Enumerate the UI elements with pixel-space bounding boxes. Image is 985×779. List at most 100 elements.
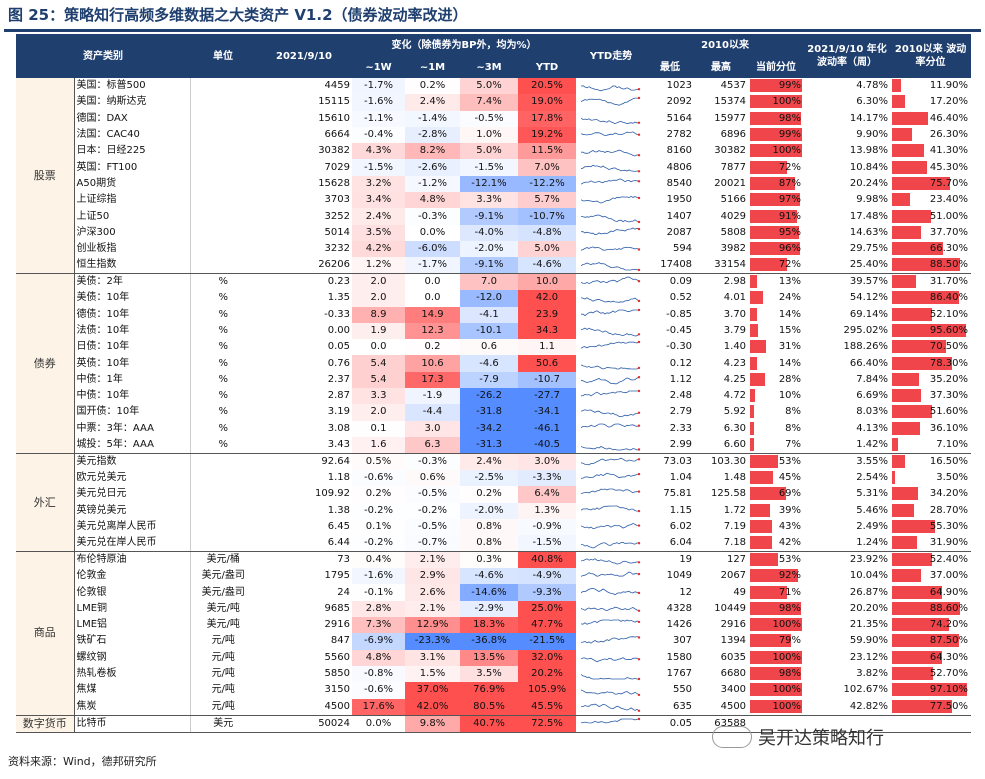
current-percentile: 53% (748, 552, 804, 569)
change-cell: 3.0% (518, 453, 577, 470)
asset-name: 英国：FT100 (74, 159, 191, 176)
ytd-sparkline (581, 276, 641, 285)
table-row: LME铝 美元/吨 2916 7.3% 12.9% 18.3% 47.7% 1426 2916 1… (16, 617, 971, 634)
high-2010: 20021 (714, 177, 747, 189)
latest-value: 1795 (324, 570, 350, 582)
low-2010: 550 (672, 684, 693, 696)
unit (190, 94, 256, 110)
ytd-sparkline (581, 606, 641, 612)
vol-percentile: 16.50% (890, 453, 971, 470)
percentile-bar (892, 650, 942, 664)
low-2010: 1580 (666, 651, 693, 663)
table-row: 美元兑离岸人民币 6.45 0.1% -0.5% 0.8% -0.9% 6.02 7.19 43… (16, 518, 971, 536)
asset-name: 英债：10年 (74, 355, 191, 372)
percentile-bar (750, 683, 803, 697)
percentile-bar (892, 291, 959, 305)
latest-value: -0.33 (324, 308, 350, 320)
change-cell: -1.5% (352, 159, 405, 176)
change-cell: 20.2% (518, 665, 577, 683)
current-percentile: 42% (748, 535, 805, 553)
change-cell: 17.8% (518, 110, 577, 127)
percentile-bar (750, 291, 763, 305)
latest-value: 3150 (324, 684, 350, 696)
change-cell: -10.7% (518, 208, 577, 225)
asset-name: 中票：3年：AAA (74, 420, 191, 437)
current-percentile: 95% (748, 225, 804, 241)
vol-percentile: 3.50% (890, 470, 971, 486)
ytd-sparkline (581, 375, 641, 385)
ytd-trend-cell (576, 486, 646, 502)
annual-vol (804, 715, 891, 733)
unit: % (218, 292, 228, 304)
low-2010: 1950 (666, 194, 693, 206)
percentile-bar (750, 160, 788, 174)
percentile-bar (750, 454, 778, 468)
change-cell: -0.2% (352, 535, 405, 553)
latest-value: 0.00 (327, 325, 350, 336)
change-cell: 40.7% (460, 715, 518, 733)
percentile-value: 98% (778, 112, 802, 124)
table-row: 债券 美债：2年% 0.23 2.0 0.0 7.0 10.0 0.09 2.98 13% 39.5… (16, 273, 971, 454)
change-cell: -0.3% (405, 453, 460, 470)
annual-vol: 17.48% (849, 210, 889, 222)
annual-vol: 1.42% (804, 436, 891, 454)
percentile-bar (892, 160, 927, 174)
percentile-value: 14% (778, 308, 802, 320)
table-row: 英国：FT100 7029 -1.5% -2.6% -1.5% 7.0% 4806 7877 7… (16, 159, 971, 176)
change-cell: 8.2% (405, 143, 460, 160)
unit (190, 503, 256, 519)
asset-name: 中债：10年 (74, 388, 191, 405)
ytd-sparkline (581, 656, 641, 663)
ytd-trend-cell (576, 372, 646, 388)
table-row: 股票 美国：标普500 4459 -1.7% 0.2% 5.0% 20.5% 1023 4537… (16, 78, 971, 275)
header-unit: 单位 (190, 34, 256, 78)
percentile-value: 23.40% (929, 194, 969, 206)
vol-percentile: 41.30% (890, 143, 971, 159)
change-cell: 13.5% (460, 649, 518, 666)
latest-value: 1.38 (327, 504, 350, 516)
vol-percentile: 37.00% (890, 568, 971, 584)
low-2010: 4328 (666, 602, 693, 614)
unit (190, 78, 256, 94)
ytd-sparkline (581, 97, 641, 107)
change-cell: -4.8% (518, 224, 577, 241)
percentile-bar (892, 585, 943, 599)
percentile-value: 51.00% (929, 210, 969, 222)
change-cell: 25.0% (518, 600, 577, 618)
latest-value: 6.45 (327, 520, 350, 532)
high-2010: 5.92 (723, 406, 747, 418)
change-cell: -2.5% (460, 469, 518, 487)
unit: % (190, 436, 256, 454)
percentile-bar (892, 601, 961, 615)
unit: 元/吨 (211, 635, 235, 647)
change-cell: 7.4% (460, 94, 518, 111)
ytd-trend-cell (576, 715, 647, 733)
percentile-bar (750, 569, 798, 583)
asset-name: 沪深300 (74, 224, 191, 241)
low-2010: 307 (672, 635, 693, 647)
latest-value: 2916 (324, 619, 350, 631)
high-2010: 1.40 (723, 341, 747, 353)
change-cell: -1.2% (405, 175, 460, 193)
ytd-trend-cell (576, 453, 646, 470)
change-cell: -1.5% (460, 159, 518, 176)
percentile-bar (892, 454, 905, 468)
header-volpct: 2010以来 波动率分位 (890, 34, 972, 78)
table-row: 创业板指 3232 4.2% -6.0% -2.0% 5.0% 594 3982 96% 29.7… (16, 240, 971, 258)
low-2010: 6.02 (669, 520, 693, 532)
change-cell: 3.5% (352, 224, 405, 241)
asset-name: 伦敦金 (74, 568, 191, 585)
annual-vol: 14.17% (849, 112, 889, 124)
percentile-value: 37.70% (929, 226, 969, 238)
percentile-value: 75.70% (929, 177, 969, 189)
percentile-bar (750, 324, 758, 337)
asset-name: 布伦特原油 (74, 551, 191, 569)
percentile-value: 71% (778, 586, 802, 598)
vol-percentile: 17.20% (890, 94, 971, 110)
percentile-value: 95.60% (929, 325, 969, 336)
percentile-value: 52.70% (929, 668, 969, 680)
percentile-bar (750, 307, 758, 321)
percentile-value: 53% (778, 554, 802, 566)
low-2010: 2087 (666, 226, 693, 238)
percentile-bar (750, 699, 803, 713)
